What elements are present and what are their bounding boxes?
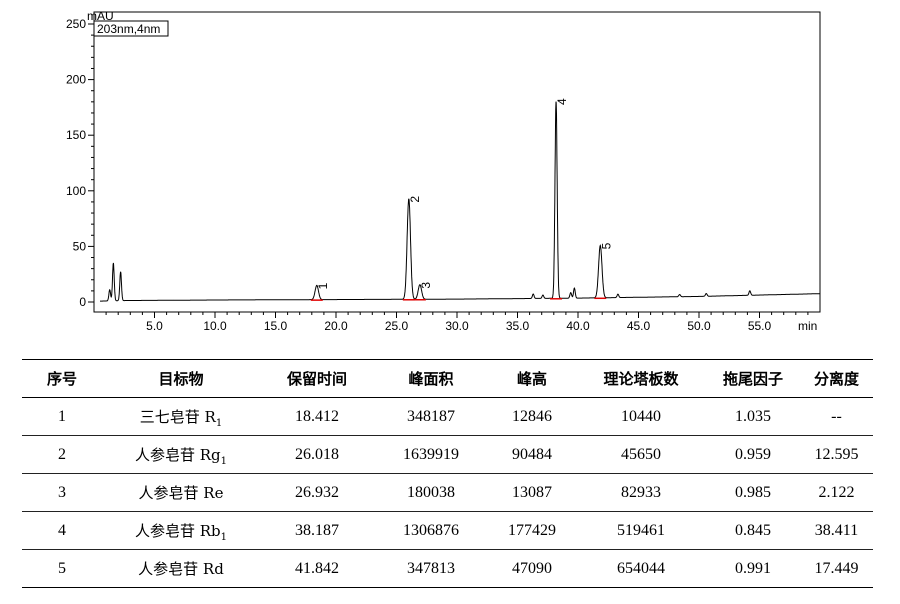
row-retention-time: 18.412 [260,397,374,436]
target-name: 三七皂苷 R [139,408,216,426]
x-tick-label: 50.0 [687,319,711,333]
table-row: 2 人参皂苷 Rg1 26.018 1639919 90484 45650 0.… [22,435,873,474]
row-theoretical-plates: 45650 [576,435,706,474]
row-retention-time: 38.187 [260,511,374,550]
x-tick-label: 35.0 [506,319,530,333]
peak-label: 5 [599,242,613,249]
row-target: 人参皂苷 Rb1 [102,511,260,550]
header-peak-height: 峰高 [488,359,576,398]
y-tick-label: 250 [66,17,86,31]
x-axis-unit: min [798,319,817,333]
y-axis-unit: mAU [87,9,114,23]
row-peak-height: 13087 [488,473,576,512]
table-row: 4 人参皂苷 Rb1 38.187 1306876 177429 519461 … [22,511,873,550]
y-tick-label: 200 [66,73,86,87]
header-resolution: 分离度 [800,359,873,398]
row-peak-height: 12846 [488,397,576,436]
x-tick-label: 55.0 [748,319,772,333]
target-name: 人参皂苷 Re [138,484,224,502]
x-tick-label: 5.0 [146,319,163,333]
x-tick-label: 10.0 [203,319,227,333]
row-peak-height: 47090 [488,549,576,588]
row-peak-area: 1306876 [374,511,488,550]
row-tailing-factor: 0.991 [706,549,800,588]
row-resolution: 2.122 [800,473,873,512]
legend-box [93,20,169,37]
row-resolution: 12.595 [800,435,873,474]
row-theoretical-plates: 654044 [576,549,706,588]
results-table: 序号 目标物 保留时间 峰面积 峰高 理论塔板数 拖尾因子 分离度 1 三七皂苷… [22,359,873,588]
row-retention-time: 26.018 [260,435,374,474]
row-theoretical-plates: 519461 [576,511,706,550]
x-tick-label: 45.0 [627,319,651,333]
plot-frame [93,11,821,313]
row-tailing-factor: 0.959 [706,435,800,474]
row-resolution: -- [800,397,873,436]
y-tick-label: 100 [66,184,86,198]
y-tick-label: 50 [73,239,87,253]
row-target: 人参皂苷 Rd [102,549,260,588]
row-peak-height: 90484 [488,435,576,474]
x-tick-label: 30.0 [445,319,469,333]
header-tailing-factor: 拖尾因子 [706,359,800,398]
row-theoretical-plates: 10440 [576,397,706,436]
x-tick-label: 15.0 [264,319,288,333]
table-row: 1 三七皂苷 R1 18.412 348187 12846 10440 1.03… [22,397,873,436]
row-retention-time: 41.842 [260,549,374,588]
x-tick-label: 25.0 [385,319,409,333]
row-tailing-factor: 0.985 [706,473,800,512]
row-theoretical-plates: 82933 [576,473,706,512]
chromatogram-trace [100,101,820,302]
target-name: 人参皂苷 Rd [138,560,224,578]
x-tick-label: 40.0 [566,319,590,333]
row-retention-time: 26.932 [260,473,374,512]
peak-label: 3 [419,282,433,289]
peak-label: 2 [408,196,422,203]
row-resolution: 38.411 [800,511,873,550]
row-index: 3 [22,473,102,512]
row-peak-height: 177429 [488,511,576,550]
y-tick-label: 150 [66,128,86,142]
row-index: 2 [22,435,102,474]
row-tailing-factor: 0.845 [706,511,800,550]
peak-label: 1 [316,282,330,289]
row-peak-area: 348187 [374,397,488,436]
target-subscript: 1 [220,532,228,543]
row-resolution: 17.449 [800,549,873,588]
y-tick-label: 0 [79,295,86,309]
target-name: 人参皂苷 Rg [134,446,221,464]
legend-label: 203nm,4nm [97,22,160,36]
row-tailing-factor: 1.035 [706,397,800,436]
row-target: 人参皂苷 Re [102,473,260,512]
table-row: 5 人参皂苷 Rd 41.842 347813 47090 654044 0.9… [22,549,873,588]
target-subscript: 1 [220,456,228,467]
table-row: 3 人参皂苷 Re 26.932 180038 13087 82933 0.98… [22,473,873,512]
row-peak-area: 180038 [374,473,488,512]
header-peak-area: 峰面积 [374,359,488,398]
header-retention-time: 保留时间 [260,359,374,398]
target-subscript: 1 [215,418,223,429]
peak-label: 4 [555,98,569,105]
table-header-row: 序号 目标物 保留时间 峰面积 峰高 理论塔板数 拖尾因子 分离度 [22,359,873,398]
x-tick-label: 20.0 [324,319,348,333]
target-name: 人参皂苷 Rb [134,522,221,540]
row-target: 人参皂苷 Rg1 [102,435,260,474]
row-target: 三七皂苷 R1 [102,397,260,436]
row-peak-area: 347813 [374,549,488,588]
header-theoretical-plates: 理论塔板数 [576,359,706,398]
header-index: 序号 [22,359,102,398]
row-index: 5 [22,549,102,588]
row-index: 1 [22,397,102,436]
row-index: 4 [22,511,102,550]
row-peak-area: 1639919 [374,435,488,474]
header-target: 目标物 [102,359,260,398]
